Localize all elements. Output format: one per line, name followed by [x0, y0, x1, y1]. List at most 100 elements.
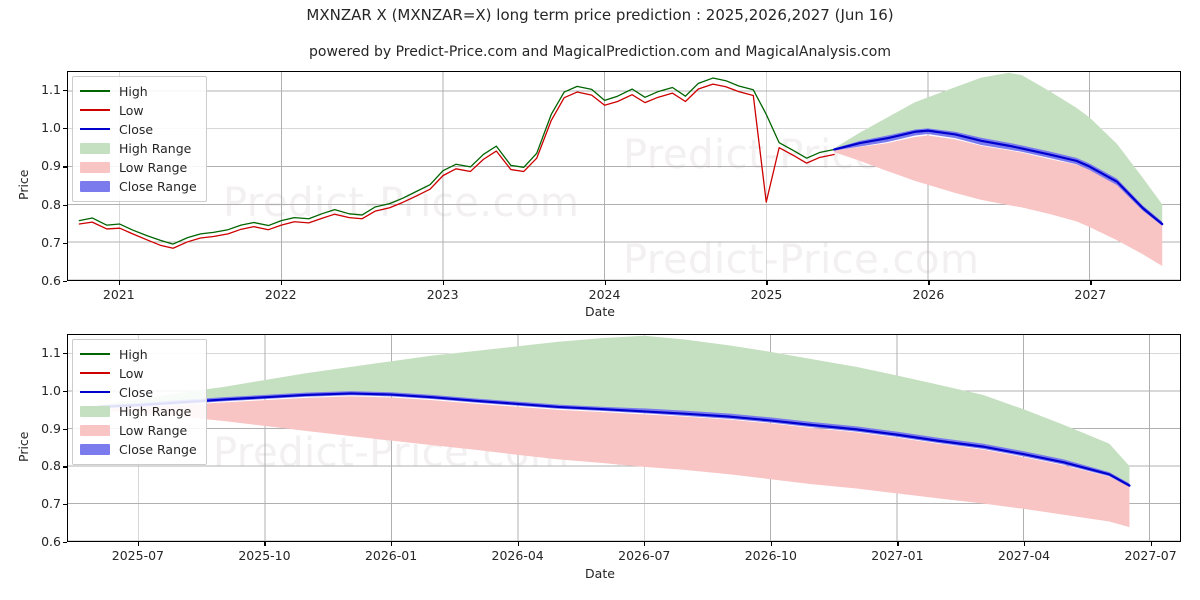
y-tick-mark — [63, 204, 67, 206]
watermark-top-lower: Predict-Price.com — [623, 237, 980, 281]
legend-item-label: High Range — [119, 404, 192, 419]
x-tick-label: 2027 — [1074, 287, 1107, 302]
legend-item-high[interactable]: High — [80, 345, 197, 364]
y-tick-mark — [63, 352, 67, 355]
x-tick-label: 2027-04 — [997, 548, 1051, 563]
legend-line-swatch — [80, 104, 110, 117]
y-tick-label: 1.1 — [41, 344, 61, 360]
legend-item-label: High Range — [119, 141, 192, 156]
x-tick-label: 2027-01 — [871, 548, 924, 563]
legend-item-low-range[interactable]: Low Range — [80, 421, 197, 440]
bottom-plot-area: Predict-Price.com Predict-Price.com — [67, 334, 1181, 542]
y-tick-label: 0.7 — [41, 234, 61, 250]
legend-item-label: Low — [119, 366, 144, 381]
chart-subtitle: powered by Predict-Price.com and Magical… — [309, 44, 891, 60]
legend-line-swatch — [80, 348, 110, 361]
y-tick-label: 1.0 — [41, 382, 61, 398]
y-tick-mark — [63, 466, 67, 468]
top-plot-area: Predict-Price.com Predict-Price.com Pred… — [67, 71, 1181, 281]
x-tick-mark — [770, 542, 773, 546]
legend-line-swatch — [80, 367, 110, 380]
x-tick-label: 2026-04 — [491, 548, 544, 563]
y-tick-label: 0.9 — [41, 158, 61, 174]
y-tick-mark — [63, 90, 67, 92]
legend-patch-swatch — [80, 162, 110, 173]
x-tick-label: 2025-10 — [238, 548, 291, 563]
legend-item-label: Close Range — [119, 442, 197, 457]
y-tick-mark — [63, 504, 67, 506]
legend-item-label: Low Range — [119, 423, 188, 438]
x-tick-label: 2025-07 — [111, 548, 164, 563]
x-tick-label: 2021 — [102, 287, 135, 302]
top-chart-legend: High Low Close High Range Low Range Close Ran… — [72, 76, 207, 202]
y-tick-label: 0.8 — [41, 458, 61, 474]
legend-item-label: Low Range — [119, 160, 188, 175]
x-tick-label: 2027-07 — [1124, 548, 1177, 563]
bottom-chart-panel: Predict-Price.com Predict-Price.com — [67, 334, 1181, 542]
x-tick-mark — [442, 281, 444, 285]
x-tick-label: 2022 — [264, 287, 297, 302]
x-tick-label: 2026 — [912, 287, 945, 302]
x-tick-mark — [137, 542, 140, 546]
x-tick-label: 2025 — [750, 287, 783, 302]
y-tick-label: 0.9 — [41, 420, 61, 436]
x-tick-mark — [644, 542, 646, 546]
top-x-axis-label: Date — [585, 304, 615, 319]
bottom-x-axis-label: Date — [585, 566, 615, 581]
x-tick-mark — [517, 542, 519, 546]
x-tick-mark — [928, 281, 930, 285]
bottom-chart-legend: High Low Close High Range Low Range Close Ran… — [72, 339, 207, 465]
x-tick-label: 2024 — [588, 287, 621, 302]
y-tick-label: 0.6 — [41, 534, 61, 549]
legend-item-close-range[interactable]: Close Range — [80, 440, 197, 459]
legend-item-low[interactable]: Low — [80, 101, 197, 120]
x-tick-label: 2023 — [426, 287, 459, 302]
y-tick-label: 0.7 — [41, 496, 61, 512]
y-tick-label: 1.0 — [41, 120, 61, 136]
legend-item-high[interactable]: High — [80, 82, 197, 101]
legend-patch-swatch — [80, 425, 110, 436]
legend-patch-swatch — [80, 181, 110, 192]
x-tick-mark — [391, 542, 393, 546]
x-tick-mark — [264, 542, 266, 546]
y-tick-label: 0.6 — [41, 273, 61, 288]
x-tick-mark — [118, 281, 120, 285]
top-chart-svg — [68, 72, 1180, 280]
legend-item-label: High — [119, 84, 148, 99]
legend-patch-swatch — [80, 444, 110, 455]
top-y-axis-label: Price — [16, 169, 31, 201]
legend-item-low-range[interactable]: Low Range — [80, 158, 197, 177]
y-tick-mark — [63, 281, 67, 283]
legend-line-swatch — [80, 85, 110, 98]
x-tick-mark — [1090, 281, 1092, 285]
x-tick-mark — [1024, 542, 1026, 546]
y-tick-mark — [63, 390, 67, 392]
y-tick-label: 0.8 — [41, 196, 61, 212]
legend-item-close[interactable]: Close — [80, 383, 197, 402]
top-chart-panel: Predict-Price.com Predict-Price.com Pred… — [67, 71, 1181, 281]
legend-item-label: Low — [119, 103, 144, 118]
legend-line-swatch — [80, 386, 110, 399]
legend-item-label: High — [119, 347, 148, 362]
x-tick-mark — [897, 542, 899, 546]
bottom-chart-svg — [68, 335, 1180, 541]
x-tick-mark — [1150, 542, 1152, 546]
legend-item-label: Close — [119, 122, 154, 137]
y-tick-label: 1.1 — [41, 82, 61, 98]
y-tick-mark — [63, 428, 67, 430]
legend-item-close-range[interactable]: Close Range — [80, 177, 197, 196]
y-tick-mark — [63, 242, 67, 244]
legend-item-high-range[interactable]: High Range — [80, 402, 197, 421]
legend-item-high-range[interactable]: High Range — [80, 139, 197, 158]
legend-patch-swatch — [80, 406, 110, 417]
y-tick-mark — [63, 166, 67, 168]
x-tick-mark — [766, 281, 768, 285]
legend-item-label: Close — [119, 385, 154, 400]
legend-item-low[interactable]: Low — [80, 364, 197, 383]
x-tick-label: 2026-10 — [744, 548, 797, 563]
chart-title: MXNZAR X (MXNZAR=X) long term price pred… — [306, 6, 894, 24]
legend-item-close[interactable]: Close — [80, 120, 197, 139]
y-tick-mark — [63, 128, 67, 130]
x-tick-mark — [604, 281, 606, 285]
legend-item-label: Close Range — [119, 179, 197, 194]
